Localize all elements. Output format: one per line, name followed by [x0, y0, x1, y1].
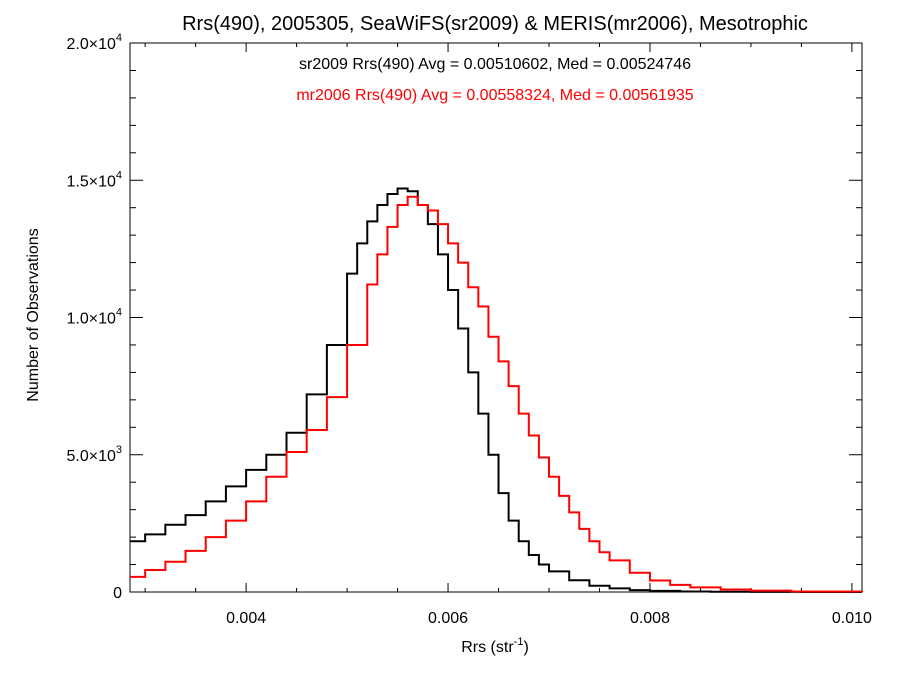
x-tick-label: 0.010: [832, 610, 872, 627]
x-tick-label: 0.008: [630, 610, 670, 627]
series-line-mr2006: [130, 195, 863, 593]
y-tick-label-base: 1.5×10: [66, 173, 115, 190]
y-tick-label-base: 5.0×10: [66, 448, 115, 465]
y-tick-label: 0: [113, 585, 122, 602]
annotation-sr2009: sr2009 Rrs(490) Avg = 0.00510602, Med = …: [299, 56, 691, 73]
y-tick-label-exp: 4: [116, 32, 122, 44]
x-axis-label-tail: ): [523, 639, 528, 656]
y-tick-label-base: 0: [113, 585, 122, 602]
x-tick-label: 0.004: [226, 610, 266, 627]
x-axis-label: Rrs (str-1): [461, 636, 529, 656]
axes: 0.004 0.006 0.008 0.01005.0×1031.0×1041.5×1…: [66, 32, 872, 627]
y-tick-label: 1.0×104: [66, 307, 122, 328]
y-tick-label-base: 2.0×10: [66, 36, 115, 53]
y-tick-label: 2.0×104: [66, 32, 122, 53]
y-tick-label: 5.0×103: [66, 444, 122, 465]
x-axis-label-sup: -1: [514, 636, 524, 648]
y-tick-label-base: 1.0×10: [66, 311, 115, 328]
series-line-sr2009: [130, 187, 863, 593]
y-axis-label: Number of Observations: [25, 228, 42, 401]
plot-frame: [129, 42, 863, 593]
y-tick-label-exp: 4: [116, 307, 122, 319]
y-tick-label-exp: 3: [116, 444, 122, 456]
y-tick-label-exp: 4: [116, 169, 122, 181]
series-lines: [130, 187, 863, 593]
chart-title: Rrs(490), 2005305, SeaWiFS(sr2009) & MER…: [182, 13, 808, 35]
x-axis-label-main: Rrs (str: [461, 639, 514, 656]
x-tick-label: 0.006: [428, 610, 468, 627]
annotation-mr2006: mr2006 Rrs(490) Avg = 0.00558324, Med = …: [296, 87, 693, 104]
y-tick-label: 1.5×104: [66, 169, 122, 190]
